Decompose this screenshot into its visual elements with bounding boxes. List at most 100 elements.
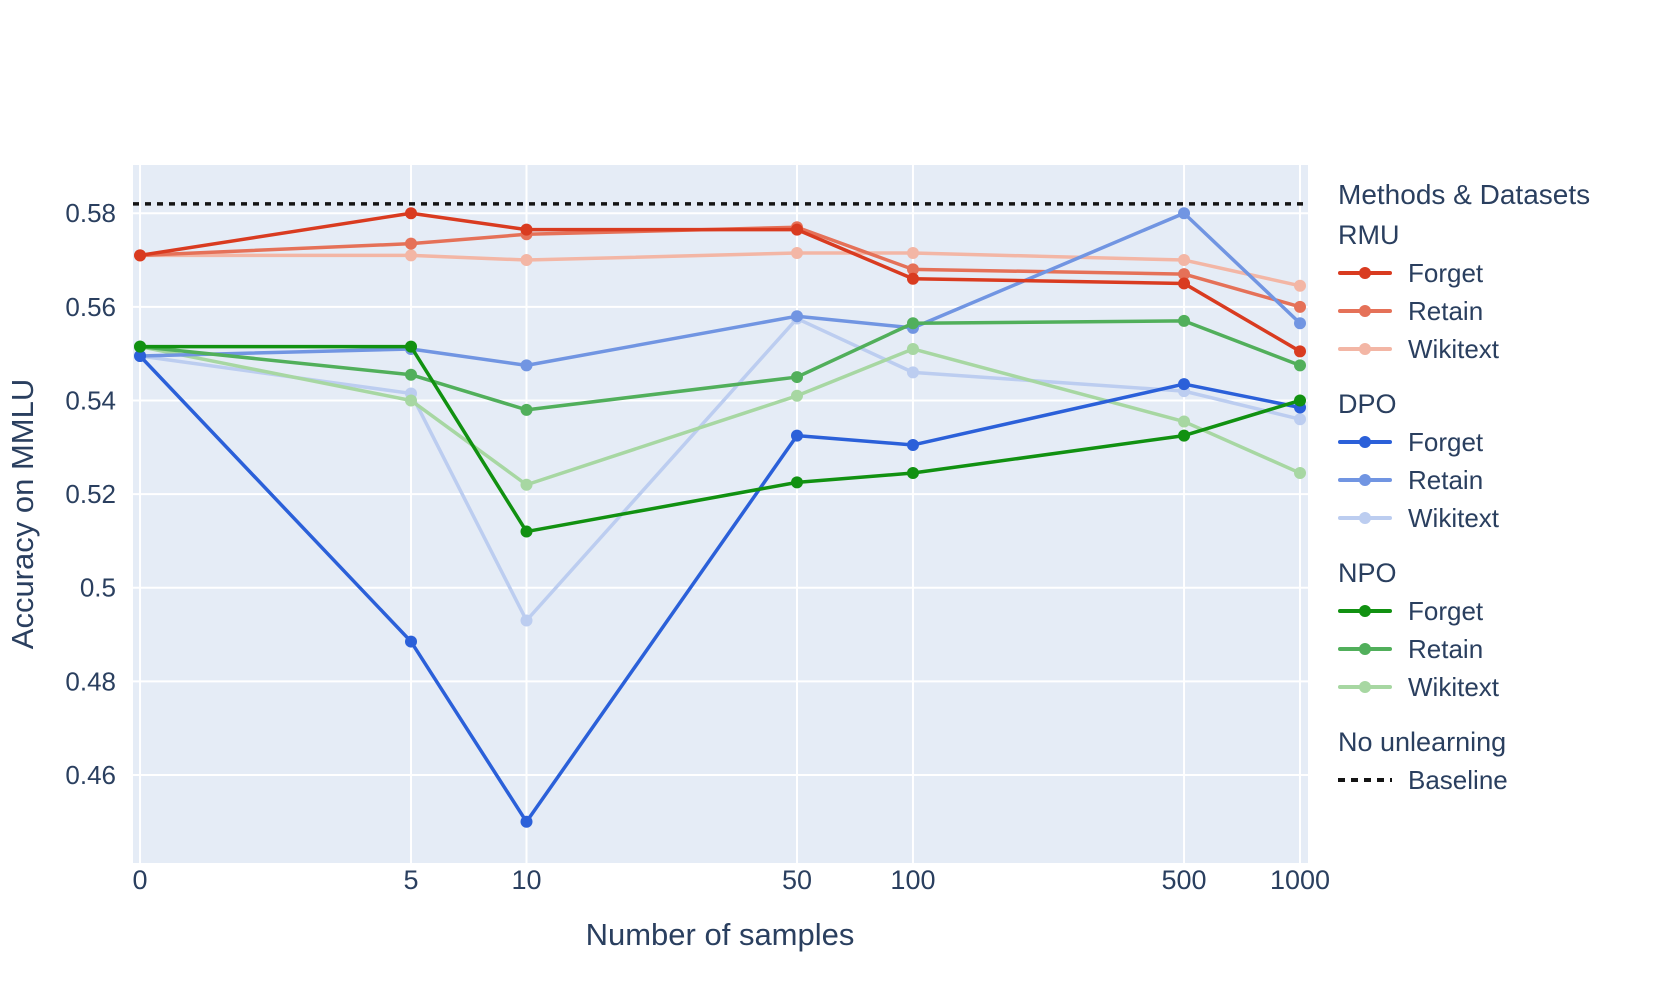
legend-group-dpo: DPO Forget Retain Wikitext bbox=[1338, 387, 1658, 537]
legend-group-npo: NPO Forget Retain Wikitext bbox=[1338, 556, 1658, 706]
legend-item-label: Wikitext bbox=[1408, 671, 1499, 702]
data-point-npo-wikitext bbox=[790, 389, 803, 402]
line-marker-swatch-icon bbox=[1338, 473, 1392, 487]
legend-item-rmu-retain[interactable]: Retain bbox=[1338, 292, 1658, 330]
data-point-npo-retain bbox=[405, 368, 418, 381]
data-point-rmu-forget bbox=[790, 223, 803, 236]
data-point-dpo-forget bbox=[906, 438, 919, 451]
plot-area: 0.58 0.56 0.54 0.52 0.5 0.48 0.46 0 5 10 50 100 500 1… bbox=[65, 165, 1330, 895]
data-point-npo-forget bbox=[790, 476, 803, 489]
legend-group-header-rmu[interactable]: RMU bbox=[1338, 220, 1400, 250]
data-point-dpo-retain bbox=[1178, 207, 1191, 220]
data-point-rmu-retain bbox=[906, 263, 919, 276]
data-point-dpo-retain bbox=[1294, 317, 1307, 330]
data-point-rmu-wikitext bbox=[520, 254, 533, 267]
data-point-npo-forget bbox=[520, 525, 533, 538]
legend-item-dpo-forget[interactable]: Forget bbox=[1338, 423, 1658, 461]
x-tick-label: 1000 bbox=[1270, 865, 1330, 895]
legend-item-label: Wikitext bbox=[1408, 333, 1499, 364]
legend-item-label: Retain bbox=[1408, 633, 1484, 664]
legend-item-label: Forget bbox=[1408, 595, 1484, 626]
line-marker-swatch-icon bbox=[1338, 604, 1392, 618]
x-tick-label: 500 bbox=[1162, 865, 1207, 895]
legend-title: Methods & Datasets bbox=[1338, 179, 1591, 210]
legend-item-npo-wikitext[interactable]: Wikitext bbox=[1338, 668, 1658, 706]
data-point-npo-forget bbox=[1294, 394, 1307, 407]
y-tick-label: 0.52 bbox=[65, 479, 116, 509]
legend-group-header-npo[interactable]: NPO bbox=[1338, 558, 1397, 588]
x-tick-label: 10 bbox=[511, 865, 541, 895]
data-point-dpo-wikitext bbox=[906, 366, 919, 379]
line-marker-swatch-icon bbox=[1338, 435, 1392, 449]
line-marker-swatch-icon bbox=[1338, 642, 1392, 656]
legend-item-rmu-wikitext[interactable]: Wikitext bbox=[1338, 330, 1658, 368]
data-point-dpo-forget bbox=[520, 815, 533, 828]
x-tick-label: 50 bbox=[782, 865, 812, 895]
legend-item-rmu-forget[interactable]: Forget bbox=[1338, 254, 1658, 292]
data-point-rmu-forget bbox=[1294, 345, 1307, 358]
data-point-npo-wikitext bbox=[906, 342, 919, 355]
legend-item-label: Forget bbox=[1408, 426, 1484, 457]
data-point-rmu-forget bbox=[1178, 277, 1191, 290]
y-tick-label: 0.56 bbox=[65, 292, 116, 322]
data-point-rmu-wikitext bbox=[1178, 254, 1191, 267]
legend-group-header-dpo[interactable]: DPO bbox=[1338, 389, 1397, 419]
legend-group-header-no-unlearning[interactable]: No unlearning bbox=[1338, 727, 1507, 757]
data-point-dpo-wikitext bbox=[520, 614, 533, 627]
legend-item-no-unlearning-baseline[interactable]: Baseline bbox=[1338, 761, 1658, 799]
line-marker-swatch-icon bbox=[1338, 511, 1392, 525]
data-point-rmu-wikitext bbox=[405, 249, 418, 262]
data-point-npo-wikitext bbox=[520, 478, 533, 491]
legend-item-label: Retain bbox=[1408, 464, 1484, 495]
data-point-npo-wikitext bbox=[1294, 467, 1307, 480]
line-marker-swatch-icon bbox=[1338, 680, 1392, 694]
data-point-npo-retain bbox=[790, 371, 803, 384]
data-point-dpo-forget bbox=[790, 429, 803, 442]
data-point-npo-forget bbox=[906, 467, 919, 480]
legend-group-no-unlearning: No unlearning Baseline bbox=[1338, 725, 1658, 799]
data-point-npo-forget bbox=[405, 340, 418, 353]
y-tick-label: 0.48 bbox=[65, 666, 116, 696]
data-point-dpo-retain bbox=[790, 310, 803, 323]
y-tick-label: 0.46 bbox=[65, 760, 116, 790]
y-tick-label: 0.5 bbox=[80, 573, 116, 603]
data-point-rmu-wikitext bbox=[790, 247, 803, 260]
legend: Methods & Datasets RMU Forget Retain Wikite… bbox=[1338, 178, 1658, 799]
data-point-npo-wikitext bbox=[405, 394, 418, 407]
data-point-dpo-retain bbox=[520, 359, 533, 372]
data-point-npo-retain bbox=[1294, 359, 1307, 372]
data-point-dpo-forget bbox=[405, 635, 418, 648]
data-point-npo-forget bbox=[1178, 429, 1191, 442]
data-point-npo-retain bbox=[1178, 314, 1191, 327]
data-point-npo-retain bbox=[906, 317, 919, 330]
legend-group-rmu: RMU Forget Retain Wikitext bbox=[1338, 218, 1658, 368]
y-tick-label: 0.54 bbox=[65, 385, 116, 415]
legend-item-npo-forget[interactable]: Forget bbox=[1338, 592, 1658, 630]
data-point-dpo-wikitext bbox=[1294, 413, 1307, 426]
data-point-rmu-retain bbox=[405, 237, 418, 250]
data-point-rmu-wikitext bbox=[1294, 279, 1307, 292]
legend-item-dpo-wikitext[interactable]: Wikitext bbox=[1338, 499, 1658, 537]
data-point-rmu-retain bbox=[1294, 300, 1307, 313]
line-marker-swatch-icon bbox=[1338, 342, 1392, 356]
data-point-rmu-forget bbox=[906, 272, 919, 285]
x-tick-label: 0 bbox=[133, 865, 148, 895]
legend-item-dpo-retain[interactable]: Retain bbox=[1338, 461, 1658, 499]
legend-item-label: Wikitext bbox=[1408, 502, 1499, 533]
x-tick-label: 100 bbox=[890, 865, 935, 895]
x-tick-label: 5 bbox=[403, 865, 418, 895]
data-point-npo-wikitext bbox=[1178, 415, 1191, 428]
legend-item-npo-retain[interactable]: Retain bbox=[1338, 630, 1658, 668]
x-axis-title: Number of samples bbox=[586, 917, 855, 952]
data-point-npo-forget bbox=[134, 340, 147, 353]
line-marker-swatch-icon bbox=[1338, 266, 1392, 280]
y-axis-title: Accuracy on MMLU bbox=[5, 379, 40, 649]
data-point-rmu-forget bbox=[405, 207, 418, 220]
data-point-dpo-forget bbox=[1178, 378, 1191, 391]
line-marker-swatch-icon bbox=[1338, 304, 1392, 318]
dotted-line-swatch-icon bbox=[1338, 773, 1392, 787]
legend-groups: RMU Forget Retain Wikitext DPO Forget Retain Wi… bbox=[1338, 218, 1658, 799]
plot-background bbox=[133, 165, 1308, 863]
y-tick-label: 0.58 bbox=[65, 198, 116, 228]
